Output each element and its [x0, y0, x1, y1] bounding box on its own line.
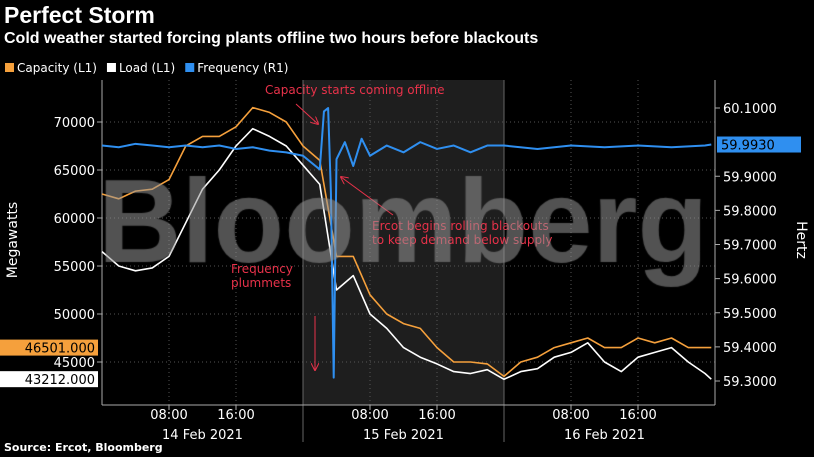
y-right-tick-label: 59.6000: [723, 273, 777, 288]
annotation-frequency: plummets: [231, 276, 291, 290]
y-left-tick-label: 65000: [54, 164, 95, 179]
last-value-label: 59.9930: [721, 139, 775, 154]
x-tick-label: 16:00: [418, 408, 455, 423]
legend-entry: Frequency (R1): [197, 61, 288, 75]
x-tick-label: 08:00: [351, 408, 388, 423]
x-tick-label: 08:00: [552, 408, 589, 423]
y-left-tick-label: 45000: [54, 356, 95, 371]
y-right-tick-label: 59.5000: [723, 307, 777, 322]
y-left-tick-label: 55000: [54, 260, 95, 275]
x-tick-label: 16:00: [619, 408, 656, 423]
last-value-label: 43212.000: [25, 373, 95, 388]
annotation-capacity: Capacity starts coming offline: [265, 83, 445, 97]
legend-swatch: [5, 63, 14, 72]
y-right-tick-label: 59.8000: [723, 204, 777, 219]
y-right-tick-label: 59.7000: [723, 239, 777, 254]
x-date-label: 14 Feb 2021: [162, 428, 243, 443]
y-right-tick-label: 60.1000: [723, 102, 777, 117]
x-date-label: 15 Feb 2021: [363, 428, 444, 443]
y-left-tick-label: 70000: [54, 116, 95, 131]
legend-swatch: [185, 63, 195, 72]
legend-entry: Capacity (L1): [17, 61, 97, 75]
y-right-tick-label: 59.9000: [723, 170, 777, 185]
y-left-tick-label: 50000: [54, 308, 95, 323]
y-left-axis-label: Megawatts: [5, 202, 21, 278]
y-right-tick-label: 59.4000: [723, 341, 777, 356]
x-date-label: 16 Feb 2021: [564, 428, 645, 443]
annotation-ercot: to keep demand below supply: [372, 233, 553, 247]
y-left-tick-label: 60000: [54, 212, 95, 227]
y-right-axis-label: Hertz: [793, 221, 809, 259]
source-note: Source: Ercot, Bloomberg: [4, 441, 163, 454]
legend-entry: Load (L1): [119, 61, 175, 75]
annotation-ercot: Ercot begins rolling blackouts: [372, 219, 549, 233]
x-tick-label: 08:00: [150, 408, 187, 423]
y-right-tick-label: 59.3000: [723, 375, 777, 390]
last-value-label: 46501.000: [25, 342, 95, 357]
x-tick-label: 16:00: [217, 408, 254, 423]
annotation-frequency: Frequency: [231, 262, 293, 276]
legend-swatch: [106, 63, 116, 72]
